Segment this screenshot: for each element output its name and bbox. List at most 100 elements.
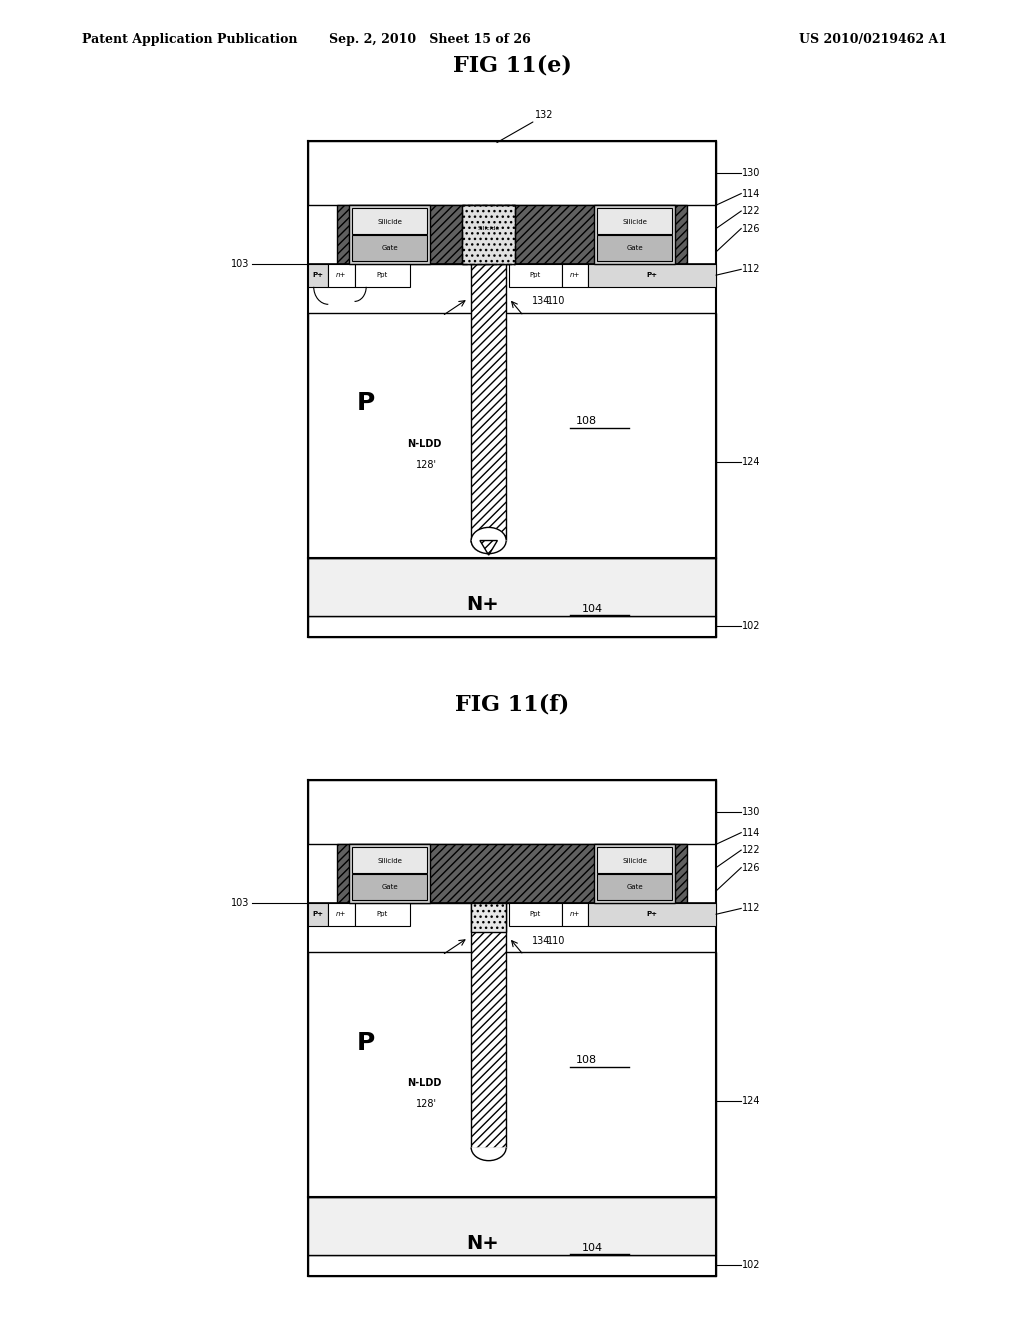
Bar: [329, 264, 354, 286]
Text: 126: 126: [742, 862, 761, 873]
Bar: [337, 845, 687, 903]
Text: P+: P+: [646, 272, 657, 279]
Bar: [471, 264, 506, 540]
Bar: [471, 903, 506, 932]
Text: Silicide: Silicide: [377, 858, 402, 863]
Text: Ppt: Ppt: [529, 272, 541, 279]
Bar: [308, 264, 329, 286]
Bar: [561, 903, 588, 925]
Text: P+: P+: [646, 911, 657, 917]
Text: US 2010/0219462 A1: US 2010/0219462 A1: [799, 33, 947, 46]
Text: N+: N+: [467, 1234, 500, 1253]
Text: 114: 114: [742, 189, 761, 198]
Text: 114: 114: [742, 828, 761, 838]
Text: 122: 122: [742, 206, 761, 216]
Bar: [509, 264, 561, 286]
Text: 110: 110: [547, 936, 565, 945]
Text: 104: 104: [582, 605, 603, 614]
Bar: [308, 780, 716, 845]
Bar: [308, 141, 716, 205]
Text: Silicide: Silicide: [622, 219, 647, 224]
Text: Ppt: Ppt: [377, 272, 388, 279]
Text: n+: n+: [336, 911, 346, 917]
Bar: [337, 205, 687, 264]
Text: 103: 103: [231, 898, 250, 908]
Bar: [351, 847, 427, 874]
Bar: [597, 209, 673, 235]
Bar: [351, 209, 427, 235]
Text: n+: n+: [569, 911, 580, 917]
Bar: [308, 1197, 716, 1255]
Bar: [349, 845, 430, 903]
Text: 112: 112: [742, 264, 761, 275]
Text: 134: 134: [532, 936, 550, 945]
Text: N-LDD: N-LDD: [407, 440, 441, 449]
Text: Gate: Gate: [381, 244, 398, 251]
Bar: [597, 847, 673, 874]
Text: Silicide: Silicide: [622, 858, 647, 863]
Bar: [337, 845, 687, 903]
Bar: [463, 205, 515, 264]
Text: 110: 110: [547, 297, 565, 306]
Bar: [597, 874, 673, 900]
Bar: [308, 780, 716, 845]
Bar: [594, 845, 675, 903]
Bar: [349, 205, 430, 264]
Bar: [351, 235, 427, 260]
Bar: [463, 205, 515, 264]
Bar: [308, 616, 716, 636]
Title: FIG 11(f): FIG 11(f): [455, 694, 569, 715]
Bar: [308, 952, 716, 1197]
Bar: [471, 903, 506, 932]
Text: Ppt: Ppt: [529, 911, 541, 917]
Text: 134: 134: [532, 297, 550, 306]
Bar: [597, 235, 673, 260]
Text: n+: n+: [336, 272, 346, 279]
Text: P+: P+: [312, 272, 324, 279]
Text: Silicide: Silicide: [477, 226, 500, 231]
Text: Sep. 2, 2010   Sheet 15 of 26: Sep. 2, 2010 Sheet 15 of 26: [329, 33, 531, 46]
Title: FIG 11(e): FIG 11(e): [453, 54, 571, 77]
Text: 122: 122: [742, 845, 761, 855]
Bar: [588, 264, 716, 286]
Text: 103: 103: [231, 259, 250, 268]
Bar: [308, 1255, 716, 1276]
Text: Silicide: Silicide: [377, 219, 402, 224]
Bar: [561, 264, 588, 286]
Bar: [471, 903, 506, 1147]
Bar: [308, 616, 716, 636]
Text: P: P: [357, 1031, 376, 1055]
Bar: [329, 903, 354, 925]
Text: 126: 126: [742, 223, 761, 234]
Text: 102: 102: [742, 622, 761, 631]
Bar: [308, 558, 716, 616]
Bar: [354, 264, 410, 286]
Text: 130: 130: [742, 168, 761, 178]
Text: Gate: Gate: [626, 244, 643, 251]
Bar: [471, 264, 506, 540]
Text: Patent Application Publication: Patent Application Publication: [82, 33, 297, 46]
Bar: [351, 874, 427, 900]
Bar: [509, 903, 561, 925]
Text: 124: 124: [742, 1096, 761, 1106]
Bar: [337, 205, 687, 264]
Text: N-LDD: N-LDD: [407, 1078, 441, 1089]
Bar: [354, 903, 410, 925]
Text: Ppt: Ppt: [377, 911, 388, 917]
Text: Gate: Gate: [626, 884, 643, 890]
Text: 102: 102: [742, 1261, 761, 1270]
Text: P+: P+: [312, 911, 324, 917]
Text: P: P: [357, 392, 376, 416]
Bar: [308, 903, 329, 925]
Text: 104: 104: [582, 1243, 603, 1254]
Text: n+: n+: [569, 272, 580, 279]
Text: 112: 112: [742, 903, 761, 913]
Text: Gate: Gate: [381, 884, 398, 890]
Bar: [308, 313, 716, 558]
Bar: [588, 903, 716, 925]
Bar: [308, 1255, 716, 1276]
Text: N+: N+: [467, 595, 500, 614]
Bar: [308, 141, 716, 205]
Ellipse shape: [471, 528, 506, 553]
Text: 132: 132: [536, 110, 554, 120]
